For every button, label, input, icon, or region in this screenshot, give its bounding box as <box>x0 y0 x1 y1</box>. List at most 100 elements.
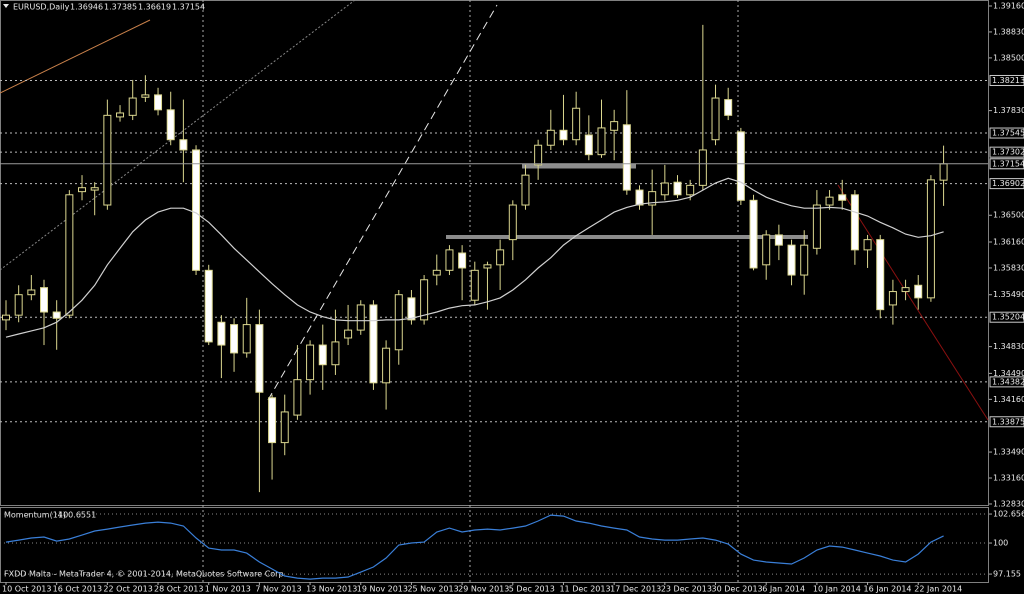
candle-body <box>293 379 302 416</box>
candle-body <box>306 344 315 381</box>
y-tick-label: 1.34160 <box>993 395 1024 404</box>
y-tick-label: 1.34830 <box>993 342 1024 351</box>
y-tick-label: 1.35830 <box>993 263 1024 272</box>
candle-body <box>660 182 669 196</box>
candle-body <box>838 194 847 201</box>
candle-body <box>762 234 771 266</box>
level-label: 1.35204 <box>992 313 1024 322</box>
candle-body <box>724 99 733 116</box>
candle-body <box>154 94 163 111</box>
candle-body <box>280 411 289 444</box>
x-tick-label: 28 Oct 2013 <box>154 585 203 594</box>
trendline <box>837 184 989 421</box>
candle-body <box>432 269 441 276</box>
indicator-line <box>5 514 944 580</box>
candle-body <box>40 287 49 313</box>
header-close: 1.37154 <box>172 3 205 12</box>
y-tick-label: 1.32830 <box>993 499 1024 508</box>
y-tick-label: 97.155 <box>993 570 1021 579</box>
candle-body <box>331 341 340 366</box>
candle-body <box>2 314 10 321</box>
level-label: 1.33875 <box>992 417 1024 426</box>
x-tick-label: 10 Jan 2014 <box>813 585 861 594</box>
level-box <box>989 74 1024 86</box>
candle-body <box>14 294 23 316</box>
candle-body <box>128 97 137 116</box>
x-tick-label: 1 Nov 2013 <box>205 585 251 594</box>
candle-body <box>230 324 239 354</box>
y-tick-label: 1.36500 <box>993 211 1024 220</box>
x-tick-label: 17 Dec 2013 <box>610 585 661 594</box>
candle-body <box>673 181 682 196</box>
indicator-panel-frame <box>0 507 989 583</box>
indicator-value: 100.6551 <box>58 511 96 520</box>
candle-body <box>496 249 505 266</box>
candle-body <box>749 199 758 269</box>
main-panel-frame <box>0 0 989 506</box>
x-tick-label: 10 Oct 2013 <box>2 585 51 594</box>
y-tick-label: 1.33490 <box>993 448 1024 457</box>
trendline <box>267 4 498 401</box>
candle-body <box>255 324 264 393</box>
current-price-box <box>989 158 1024 170</box>
header-high: 1.37385 <box>104 3 137 12</box>
x-tick-label: 25 Nov 2013 <box>407 585 458 594</box>
candle-body <box>774 234 783 246</box>
candle-body <box>356 304 365 331</box>
level-box <box>989 146 1024 158</box>
candle-body <box>344 329 353 339</box>
candle-body <box>787 244 796 276</box>
y-tick-label: 1.36160 <box>993 237 1024 246</box>
candle-body <box>635 189 644 206</box>
y-tick-label: 100 <box>993 539 1008 548</box>
candle-body <box>584 134 593 156</box>
x-tick-label: 22 Oct 2013 <box>103 585 152 594</box>
x-tick-label: 22 Jan 2014 <box>914 585 962 594</box>
candle-body <box>217 321 226 346</box>
candle-body <box>597 127 606 156</box>
candle-body <box>812 204 821 249</box>
x-tick-label: 23 Dec 2013 <box>661 585 712 594</box>
x-tick-label: 13 Nov 2013 <box>306 585 357 594</box>
level-label: 1.37302 <box>992 148 1024 157</box>
candle-body <box>711 97 720 141</box>
candle-body <box>939 163 948 181</box>
x-tick-label: 30 Dec 2013 <box>712 585 763 594</box>
candle-body <box>800 244 809 276</box>
candle-body <box>559 129 568 141</box>
x-tick-label: 16 Jan 2014 <box>864 585 912 594</box>
footer: FXDD Malta - MetaTrader 4, © 2001-2014, … <box>4 570 286 579</box>
candle-body <box>27 289 36 296</box>
candle-body <box>508 204 517 241</box>
candle-body <box>648 191 657 206</box>
candle-body <box>888 291 897 306</box>
x-tick-label: 11 Dec 2013 <box>559 585 610 594</box>
candle-body <box>863 239 872 251</box>
x-tick-label: 7 Nov 2013 <box>255 585 301 594</box>
level-box <box>989 376 1024 388</box>
level-box <box>989 178 1024 190</box>
candle-body <box>876 239 885 311</box>
candle-body <box>204 269 213 343</box>
candle-body <box>103 114 112 206</box>
candle-body <box>622 124 631 191</box>
x-tick-label: 19 Nov 2013 <box>357 585 408 594</box>
candle-body <box>179 139 188 151</box>
level-label: 1.34382 <box>992 377 1024 386</box>
candle-body <box>470 269 479 301</box>
candle-body <box>90 187 99 191</box>
chart-title: EURUSD,Daily <box>13 3 70 12</box>
level-label: 1.38213 <box>992 76 1024 85</box>
moving-average-line <box>5 177 944 338</box>
candle-body <box>901 287 910 293</box>
candle-body <box>369 304 378 384</box>
candle-body <box>850 194 859 251</box>
candle-body <box>318 344 327 366</box>
level-box <box>989 311 1024 323</box>
candle-body <box>521 174 530 206</box>
x-tick-label: 29 Nov 2013 <box>458 585 509 594</box>
candle-body <box>407 297 416 321</box>
